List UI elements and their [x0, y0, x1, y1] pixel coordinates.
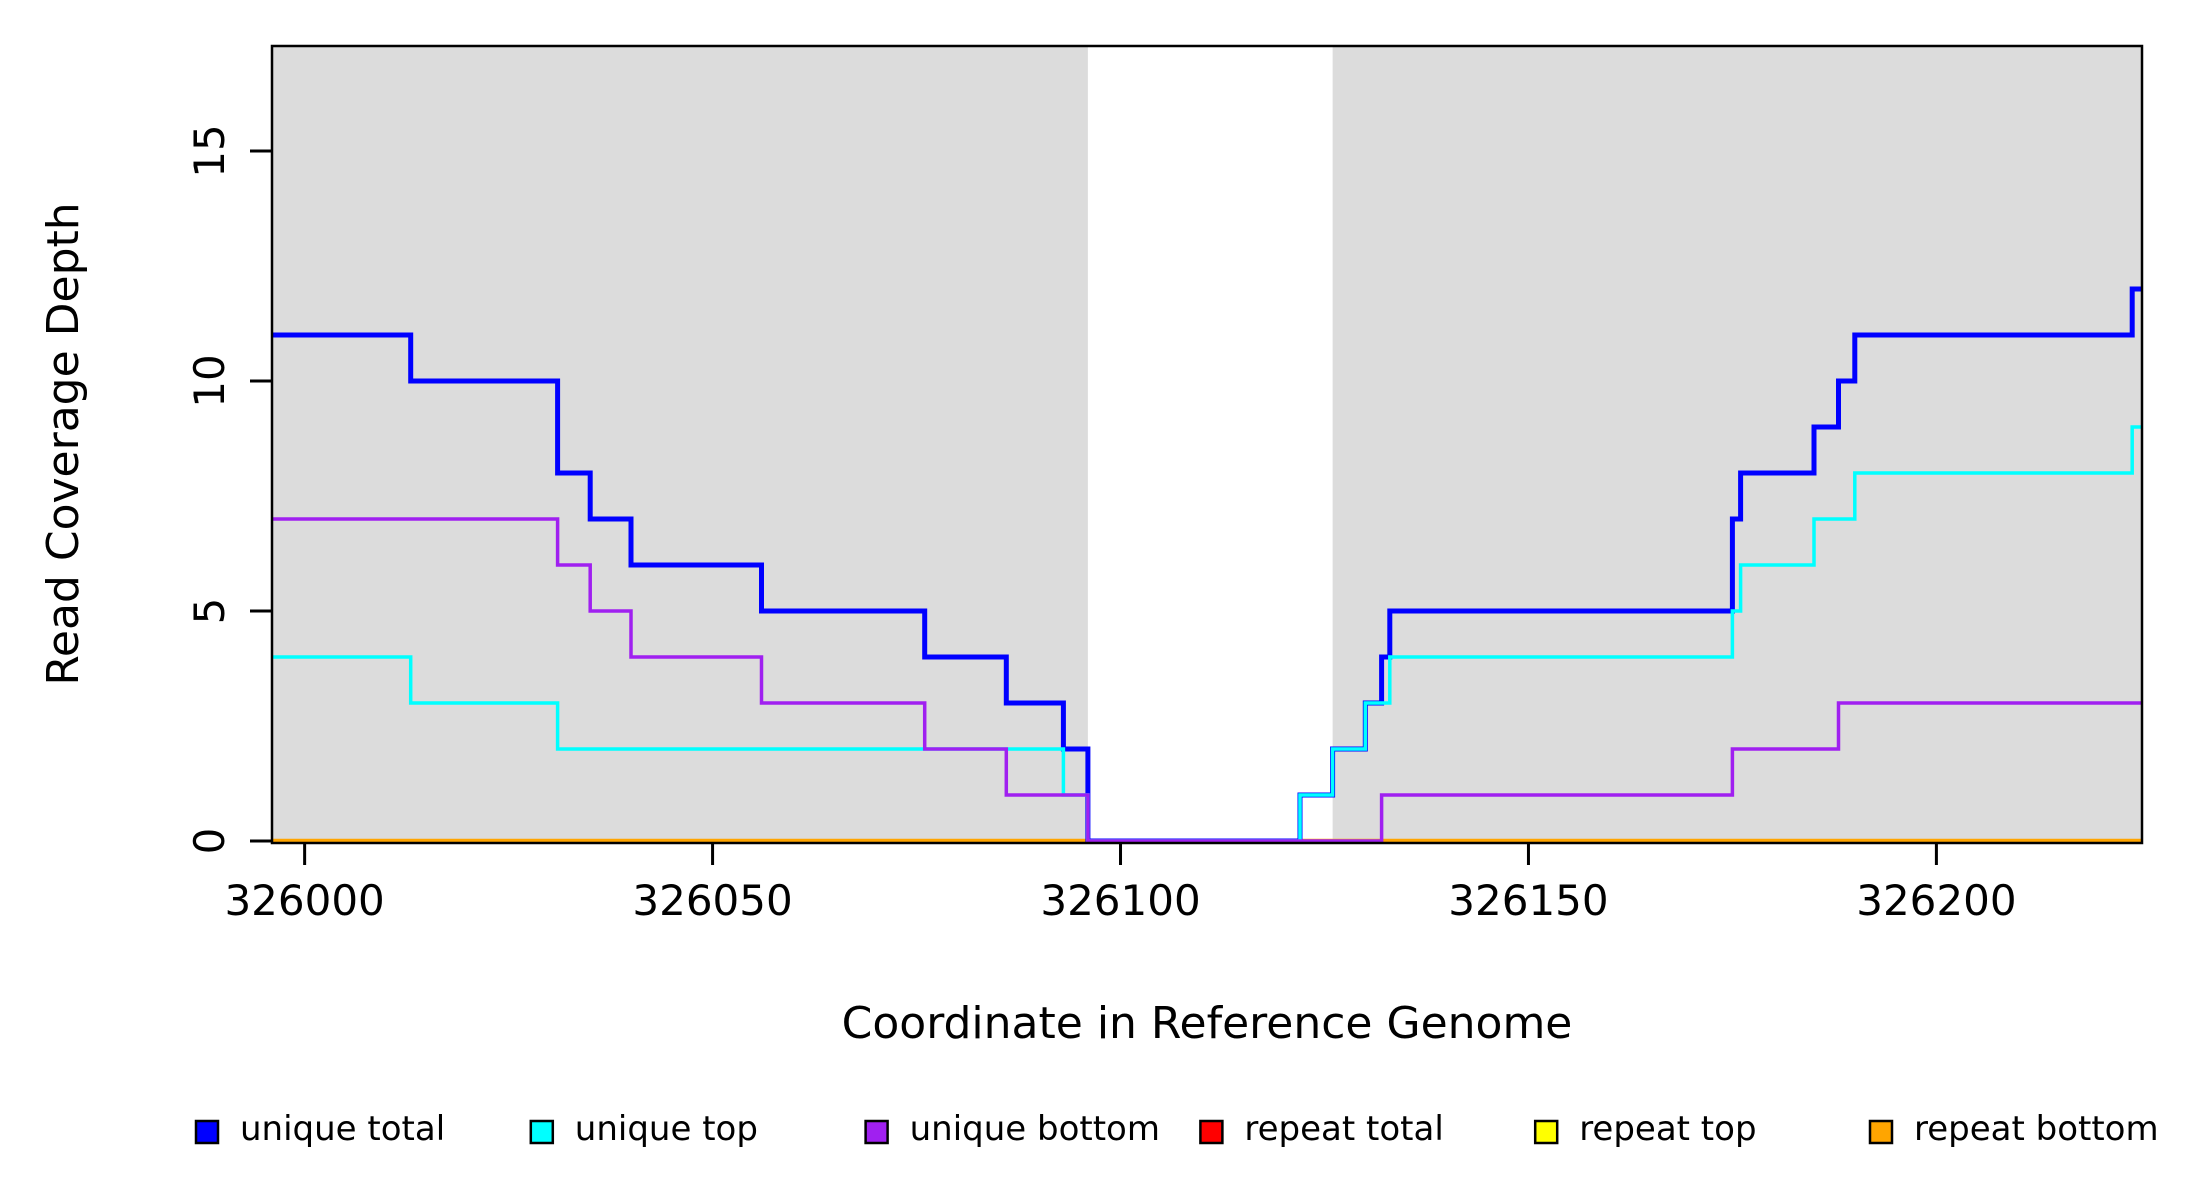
- x-tick-label-326100: 326100: [1040, 876, 1200, 925]
- x-tick-label-326050: 326050: [632, 876, 792, 925]
- legend-swatch-repeat-total: [1199, 1119, 1224, 1145]
- legend-swatch-repeat-top: [1533, 1119, 1559, 1145]
- y-tick-label-10: 10: [185, 354, 234, 407]
- legend-swatch-unique-total: [194, 1119, 220, 1145]
- series-line-unique-top: [272, 425, 2142, 843]
- legend-item-unique-total: unique total: [194, 1109, 445, 1149]
- legend-swatch-repeat-bottom: [1868, 1119, 1894, 1145]
- legend-swatch-unique-bottom: [864, 1119, 889, 1145]
- legend-item-repeat-bottom: repeat bottom: [1868, 1109, 2159, 1149]
- legend-item-repeat-total: repeat total: [1199, 1109, 1444, 1149]
- legend-label-unique-bottom: unique bottom: [910, 1109, 1160, 1149]
- y-tick-label-15: 15: [185, 124, 234, 177]
- x-tick-label-326200: 326200: [1856, 876, 2016, 925]
- legend-label-unique-total: unique total: [240, 1109, 445, 1149]
- series-line-unique-bottom: [272, 517, 2142, 843]
- legend-item-unique-bottom: unique bottom: [864, 1109, 1160, 1149]
- x-axis-title: Coordinate in Reference Genome: [842, 998, 1573, 1049]
- legend-item-unique-top: unique top: [529, 1109, 758, 1149]
- plot-border: [270, 44, 2144, 845]
- axes: 326000 326050 326100 326150 326200 0 5 10 15: [185, 124, 2017, 925]
- y-tick-label-0: 0: [185, 828, 234, 855]
- highlight-bands: [272, 46, 2142, 843]
- y-tick-label-5: 5: [185, 598, 234, 625]
- legend: unique total unique top unique bottom repea…: [194, 1109, 2159, 1149]
- legend-label-repeat-bottom: repeat bottom: [1914, 1109, 2159, 1149]
- legend-label-unique-top: unique top: [575, 1109, 758, 1149]
- highlight-band-right-highlight: [1332, 46, 2142, 843]
- legend-label-repeat-total: repeat total: [1244, 1109, 1443, 1149]
- highlight-band-left-highlight: [272, 46, 1088, 843]
- x-tick-label-326000: 326000: [224, 876, 384, 925]
- legend-swatch-unique-top: [529, 1119, 555, 1145]
- legend-label-repeat-top: repeat top: [1579, 1109, 1756, 1149]
- legend-item-repeat-top: repeat top: [1533, 1109, 1757, 1149]
- series-lines: [272, 286, 2142, 844]
- x-tick-label-326150: 326150: [1448, 876, 1608, 925]
- y-axis-title: Read Coverage Depth: [38, 202, 89, 685]
